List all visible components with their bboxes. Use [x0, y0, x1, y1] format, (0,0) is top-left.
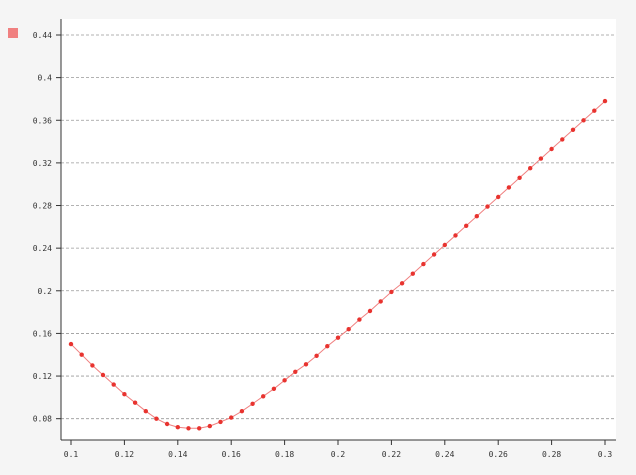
x-tick-label: 0.2: [331, 450, 346, 459]
x-tick-label: 0.1: [64, 450, 79, 459]
data-point[interactable]: [229, 415, 234, 420]
data-point[interactable]: [132, 400, 138, 405]
data-point[interactable]: [538, 156, 544, 161]
data-point[interactable]: [303, 362, 309, 367]
y-tick-label: 0.44: [33, 31, 52, 40]
data-point[interactable]: [431, 252, 437, 257]
data-point[interactable]: [282, 378, 287, 383]
x-tick-label: 0.16: [222, 450, 241, 459]
data-point[interactable]: [357, 317, 362, 322]
data-point[interactable]: [164, 421, 170, 427]
data-point[interactable]: [218, 419, 223, 425]
data-point[interactable]: [346, 327, 351, 332]
data-point[interactable]: [335, 335, 341, 340]
data-point[interactable]: [314, 353, 319, 358]
y-axis-ticks: 0.08 0.12 0.16 0.2 0.24 0.28 0.32 0.36 0.4 0.44: [33, 31, 61, 424]
y-tick-label: 0.28: [33, 202, 52, 211]
data-point[interactable]: [399, 281, 405, 286]
data-point[interactable]: [293, 369, 298, 374]
x-tick-label: 0.28: [542, 450, 561, 459]
y-tick-label: 0.24: [33, 244, 52, 253]
x-tick-label: 0.18: [275, 450, 294, 459]
data-point[interactable]: [325, 344, 330, 349]
data-point[interactable]: [549, 146, 554, 152]
y-tick-label: 0.2: [38, 287, 53, 296]
y-tick-label: 0.16: [33, 329, 52, 338]
data-point[interactable]: [560, 137, 565, 142]
data-point[interactable]: [581, 118, 586, 123]
data-point[interactable]: [442, 242, 447, 248]
data-point[interactable]: [453, 233, 458, 238]
data-point[interactable]: [496, 194, 501, 200]
data-point[interactable]: [506, 185, 512, 190]
data-point[interactable]: [367, 308, 373, 314]
grid-lines: [61, 34, 616, 420]
data-point[interactable]: [517, 175, 522, 180]
data-point[interactable]: [79, 352, 84, 357]
data-point[interactable]: [485, 204, 490, 209]
x-axis-ticks: 0.1 0.12 0.14 0.16 0.18 0.2 0.22 0.24 0.26 0.28 0.…: [64, 440, 613, 459]
x-tick-label: 0.14: [168, 450, 187, 459]
data-point[interactable]: [602, 98, 608, 104]
x-tick-label: 0.3: [598, 450, 613, 459]
x-tick-label: 0.24: [435, 450, 454, 459]
data-point[interactable]: [389, 289, 394, 295]
y-tick-label: 0.32: [33, 159, 52, 168]
y-tick-label: 0.4: [38, 74, 53, 83]
data-point[interactable]: [186, 426, 191, 431]
data-point[interactable]: [175, 425, 180, 430]
data-point[interactable]: [592, 108, 597, 113]
legend-swatch[interactable]: [8, 28, 18, 38]
data-point[interactable]: [68, 341, 74, 347]
data-point[interactable]: [421, 261, 426, 267]
data-point[interactable]: [464, 223, 469, 228]
x-tick-label: 0.26: [489, 450, 508, 459]
data-point[interactable]: [378, 299, 383, 304]
x-tick-label: 0.22: [382, 450, 401, 459]
data-point[interactable]: [474, 214, 479, 219]
data-point[interactable]: [570, 127, 576, 132]
x-tick-label: 0.12: [115, 450, 134, 459]
data-point[interactable]: [250, 401, 255, 406]
data-point[interactable]: [122, 392, 127, 397]
data-point[interactable]: [207, 423, 212, 429]
y-tick-label: 0.36: [33, 116, 52, 125]
data-point[interactable]: [197, 426, 202, 431]
plot-area: [61, 19, 616, 440]
data-point[interactable]: [239, 409, 245, 414]
data-point[interactable]: [154, 416, 159, 421]
series-markers: [68, 98, 608, 431]
data-point[interactable]: [111, 382, 116, 387]
data-point[interactable]: [261, 394, 266, 399]
data-point[interactable]: [100, 372, 106, 378]
y-tick-label: 0.08: [33, 415, 52, 424]
data-point[interactable]: [271, 386, 277, 391]
data-point[interactable]: [528, 166, 533, 171]
data-point[interactable]: [410, 271, 415, 276]
data-point[interactable]: [90, 363, 95, 368]
data-point[interactable]: [143, 409, 148, 414]
y-tick-label: 0.12: [33, 372, 52, 381]
